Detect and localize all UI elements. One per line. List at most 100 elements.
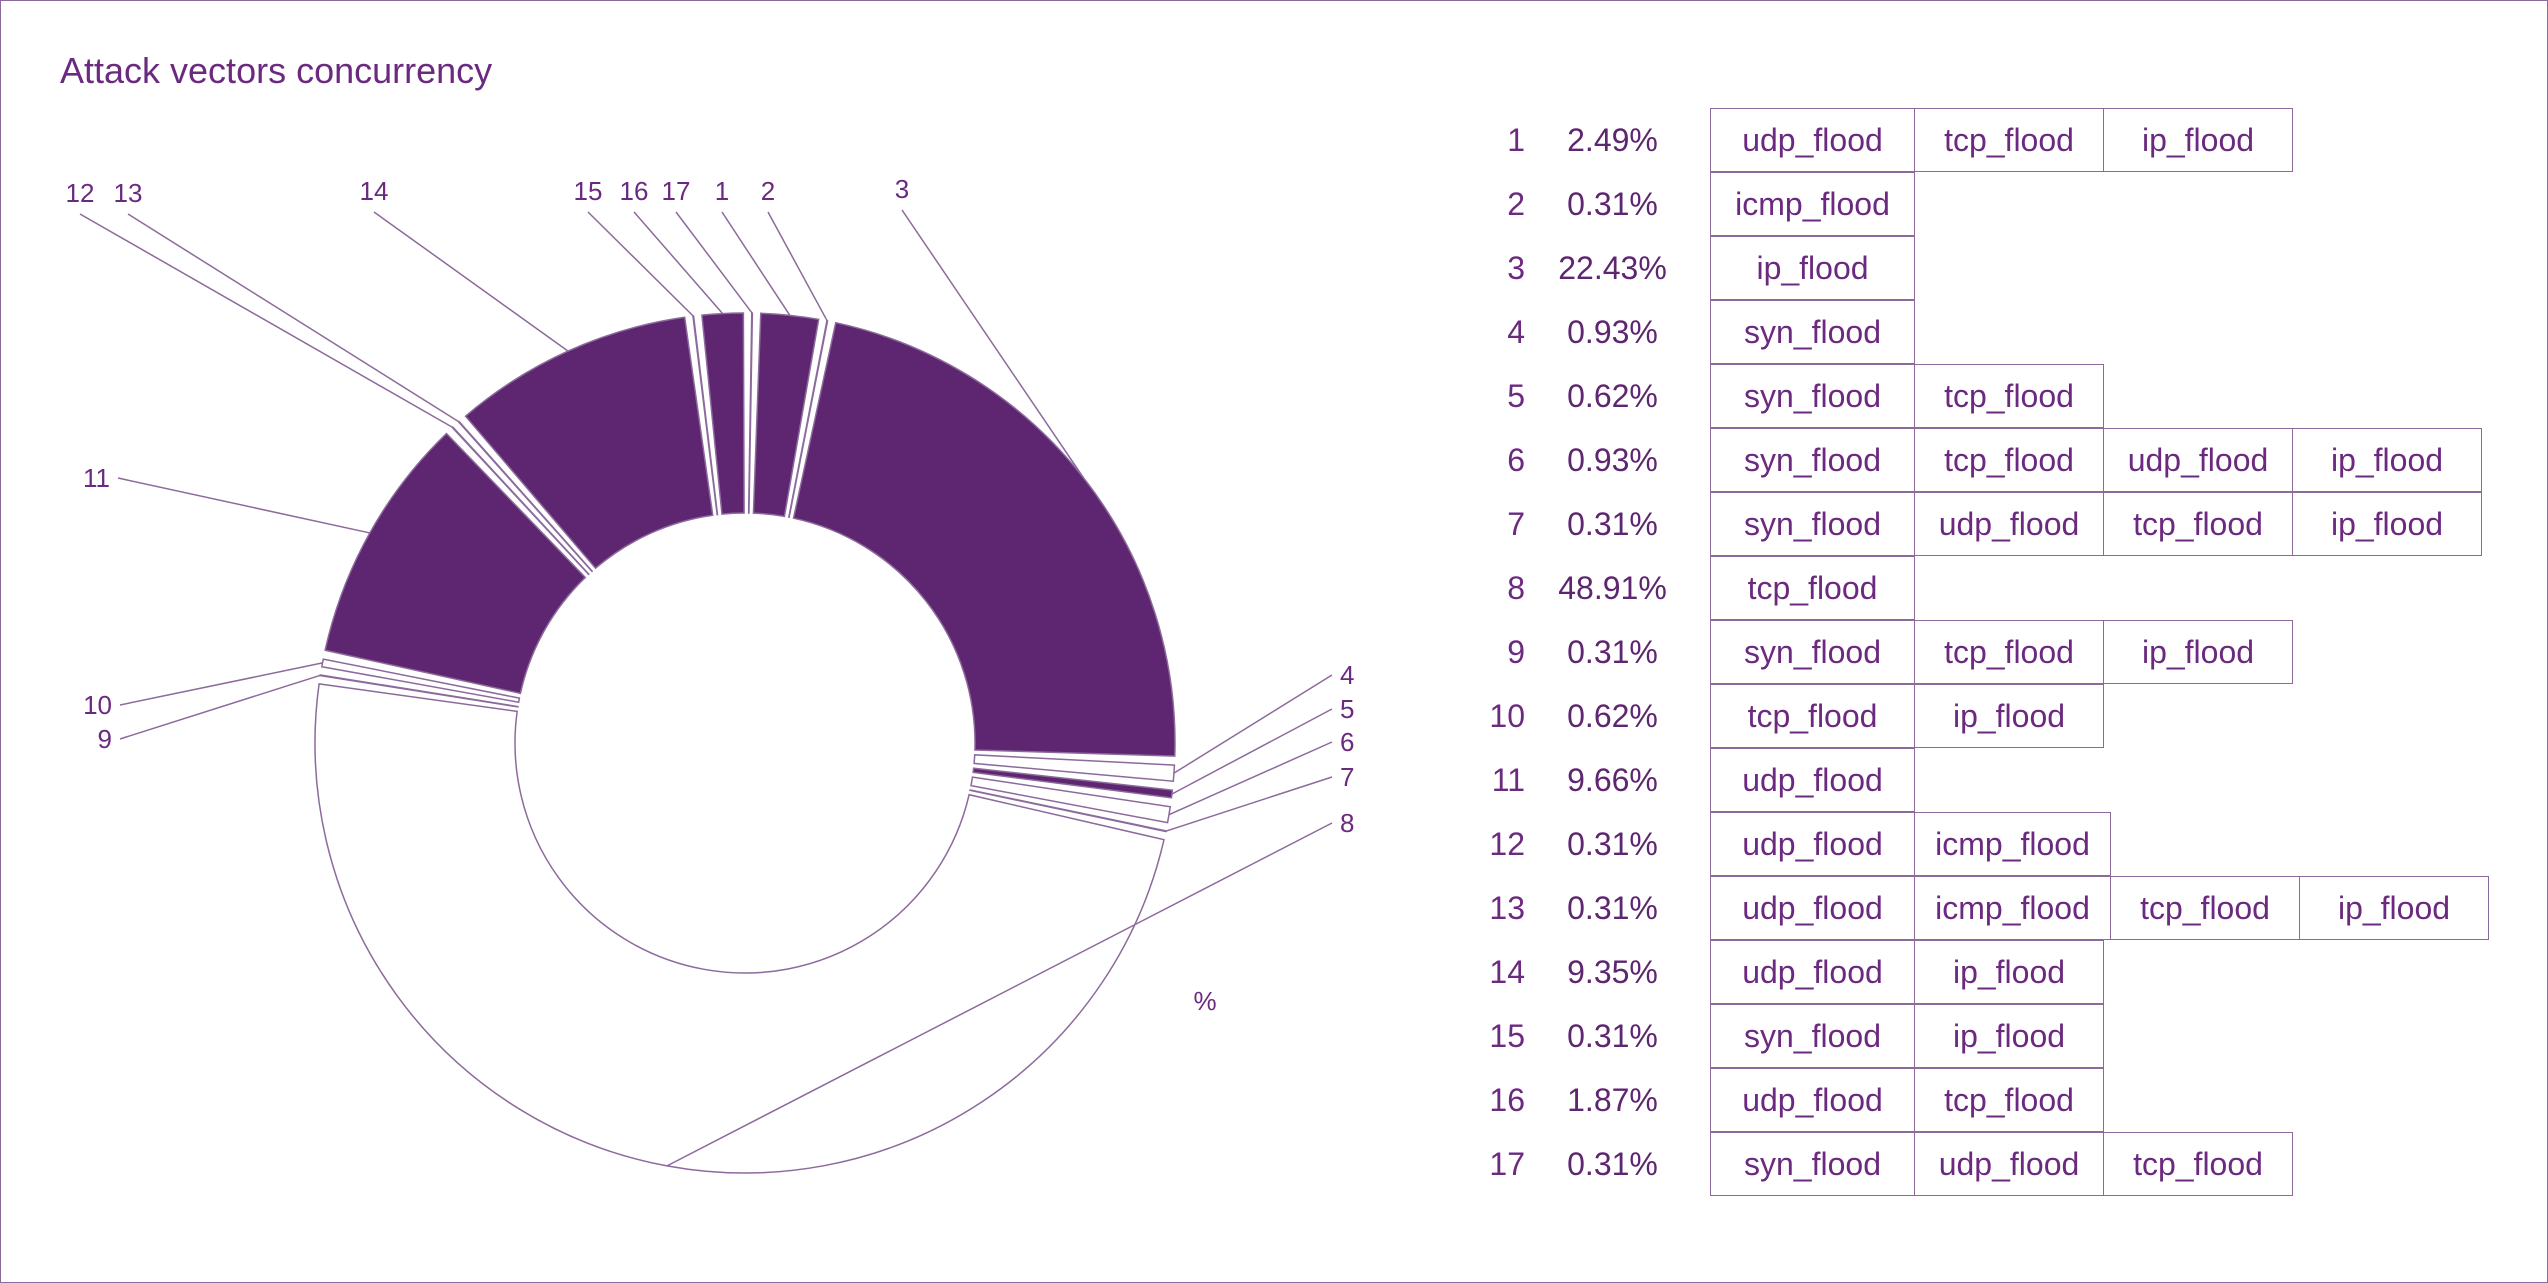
slice-label-17: 17 — [662, 176, 691, 206]
row-percentage: 0.62% — [1567, 698, 1658, 734]
row-number: 10 — [1489, 698, 1525, 734]
vector-cell-udp-flood: udp_flood — [2103, 428, 2293, 492]
table-row: 5 0.62% syn_flood tcp_flood — [1440, 364, 2540, 428]
table-row: 13 0.31% udp_flood icmp_flood tcp_flood ip_fl… — [1440, 876, 2540, 940]
unit-label: % — [1193, 986, 1216, 1016]
donut-slice-12 — [451, 426, 590, 576]
donut-slice-14 — [464, 316, 714, 570]
table-row: 17 0.31% syn_flood udp_flood tcp_flood — [1440, 1132, 2540, 1196]
leader-line-4 — [1173, 674, 1333, 774]
slice-label-16: 16 — [620, 176, 649, 206]
vector-cell-syn-flood: syn_flood — [1710, 364, 1915, 428]
leader-line-10 — [119, 662, 323, 706]
donut-slice-2 — [787, 319, 829, 519]
table-row: 16 1.87% udp_flood tcp_flood — [1440, 1068, 2540, 1132]
leader-line-15 — [587, 211, 694, 317]
table-row: 8 48.91% tcp_flood — [1440, 556, 2540, 620]
donut-slice-6 — [970, 776, 1172, 824]
slice-label-4: 4 — [1340, 660, 1354, 690]
leader-line-3 — [901, 209, 1085, 479]
row-percentage: 0.31% — [1567, 890, 1658, 926]
donut-slice-16 — [701, 312, 745, 515]
leader-line-7 — [1165, 776, 1333, 832]
slice-label-6: 6 — [1340, 727, 1354, 757]
table-row: 12 0.31% udp_flood icmp_flood — [1440, 812, 2540, 876]
donut-slice-1 — [752, 312, 820, 518]
vector-cell-udp-flood: udp_flood — [1710, 876, 1915, 940]
row-percentage: 0.31% — [1567, 506, 1658, 542]
table-row: 10 0.62% tcp_flood ip_flood — [1440, 684, 2540, 748]
vector-cell-tcp-flood: tcp_flood — [1914, 428, 2104, 492]
leader-line-14 — [373, 211, 569, 352]
vector-cell-udp-flood: udp_flood — [1710, 940, 1915, 1004]
row-number: 7 — [1507, 506, 1525, 542]
row-percentage: 9.35% — [1567, 954, 1658, 990]
row-percentage: 1.87% — [1567, 1082, 1658, 1118]
leader-line-13 — [127, 213, 460, 423]
row-number: 5 — [1507, 378, 1525, 414]
row-percentage: 0.31% — [1567, 186, 1658, 222]
vector-cell-udp-flood: udp_flood — [1710, 748, 1915, 812]
row-number: 9 — [1507, 634, 1525, 670]
donut-slice-9 — [319, 674, 519, 708]
vector-cell-udp-flood: udp_flood — [1710, 812, 1915, 876]
leader-line-5 — [1171, 708, 1333, 795]
leader-line-1 — [721, 211, 791, 316]
vector-cell-ip-flood: ip_flood — [1914, 1004, 2104, 1068]
slice-label-13: 13 — [114, 178, 143, 208]
row-number: 17 — [1489, 1146, 1525, 1182]
vector-cell-udp-flood: udp_flood — [1914, 492, 2104, 556]
vector-cell-syn-flood: syn_flood — [1710, 1132, 1915, 1196]
row-percentage: 0.31% — [1567, 826, 1658, 862]
vector-cell-ip-flood: ip_flood — [1710, 236, 1915, 300]
chart-title: Attack vectors concurrency — [60, 50, 493, 91]
leader-line-6 — [1168, 741, 1333, 816]
row-number: 2 — [1507, 186, 1525, 222]
slice-label-8: 8 — [1340, 808, 1354, 838]
donut-slice-8 — [314, 683, 1165, 1174]
row-number: 11 — [1491, 762, 1525, 798]
table-row: 11 9.66% udp_flood — [1440, 748, 2540, 812]
row-number: 14 — [1489, 954, 1525, 990]
row-percentage: 0.31% — [1567, 634, 1658, 670]
table-row: 14 9.35% udp_flood ip_flood — [1440, 940, 2540, 1004]
vector-cell-ip-flood: ip_flood — [2299, 876, 2489, 940]
row-percentage: 0.93% — [1567, 314, 1658, 350]
vector-cell-tcp-flood: tcp_flood — [1914, 364, 2104, 428]
vector-cell-tcp-flood: tcp_flood — [2103, 492, 2293, 556]
slice-label-7: 7 — [1340, 762, 1354, 792]
slice-label-11: 11 — [83, 463, 110, 493]
vector-cell-ip-flood: ip_flood — [1914, 940, 2104, 1004]
vector-cell-ip-flood: ip_flood — [1914, 684, 2104, 748]
row-percentage: 2.49% — [1567, 122, 1658, 158]
leader-line-16 — [633, 211, 724, 315]
table-row: 2 0.31% icmp_flood — [1440, 172, 2540, 236]
vector-cell-udp-flood: udp_flood — [1710, 1068, 1915, 1132]
vector-cell-syn-flood: syn_flood — [1710, 492, 1915, 556]
slice-label-14: 14 — [360, 176, 389, 206]
vector-cell-syn-flood: syn_flood — [1710, 620, 1915, 684]
table-row: 4 0.93% syn_flood — [1440, 300, 2540, 364]
row-percentage: 48.91% — [1558, 570, 1667, 606]
leader-line-9 — [119, 674, 321, 740]
vector-cell-tcp-flood: tcp_flood — [1914, 1068, 2104, 1132]
leader-line-12 — [79, 213, 454, 429]
row-number: 6 — [1507, 442, 1525, 478]
vector-cell-ip-flood: ip_flood — [2292, 492, 2482, 556]
table-row: 7 0.31% syn_flood udp_flood tcp_flood ip_floo… — [1440, 492, 2540, 556]
vector-cell-udp-flood: udp_flood — [1914, 1132, 2104, 1196]
row-percentage: 0.31% — [1567, 1146, 1658, 1182]
row-number: 4 — [1507, 314, 1525, 350]
slice-label-3: 3 — [895, 174, 909, 204]
donut-slice-17 — [747, 312, 754, 514]
row-number: 8 — [1507, 570, 1525, 606]
table-row: 15 0.31% syn_flood ip_flood — [1440, 1004, 2540, 1068]
table-row: 9 0.31% syn_flood tcp_flood ip_flood — [1440, 620, 2540, 684]
donut-slice-7 — [969, 789, 1167, 833]
vector-cell-ip-flood: ip_flood — [2103, 108, 2293, 172]
vector-cell-ip-flood: ip_flood — [2292, 428, 2482, 492]
vector-cell-udp-flood: udp_flood — [1710, 108, 1915, 172]
donut-slice-4 — [973, 754, 1176, 782]
